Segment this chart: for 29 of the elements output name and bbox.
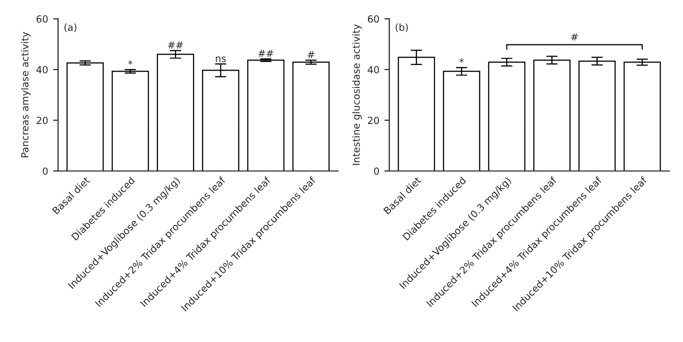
- y-tick-label: 60: [368, 15, 379, 23]
- y-tick-label: 20: [36, 116, 48, 124]
- y-tick-label: 0: [374, 167, 379, 175]
- annotation: *: [459, 58, 464, 63]
- annotation: ##: [258, 50, 274, 57]
- bar: [66, 62, 104, 171]
- bar: [488, 62, 526, 171]
- y-tick-label: 0: [42, 167, 48, 175]
- y-tick-label: 60: [36, 15, 48, 23]
- y-tick-label: 40: [368, 66, 379, 74]
- bar: [247, 60, 284, 171]
- bar: [156, 54, 194, 171]
- y-axis-title: Pancreas amylase activity: [20, 32, 30, 158]
- annotation: #: [571, 33, 578, 40]
- bar: [292, 62, 330, 171]
- y-tick-label: 20: [368, 116, 379, 124]
- annotation: ##: [168, 42, 183, 48]
- chart-title: (a): [64, 23, 76, 32]
- bar: [578, 60, 616, 171]
- bar: [112, 70, 149, 171]
- chart-title: (b): [396, 23, 408, 32]
- bar: [624, 62, 661, 171]
- annotation: ns: [216, 56, 226, 62]
- y-tick-label: 40: [36, 66, 48, 74]
- bar: [533, 60, 571, 171]
- y-axis-title: Intestine glucosidase activity: [352, 24, 362, 165]
- annotation: *: [128, 60, 132, 65]
- annotation: #: [308, 51, 314, 58]
- bar: [442, 70, 480, 171]
